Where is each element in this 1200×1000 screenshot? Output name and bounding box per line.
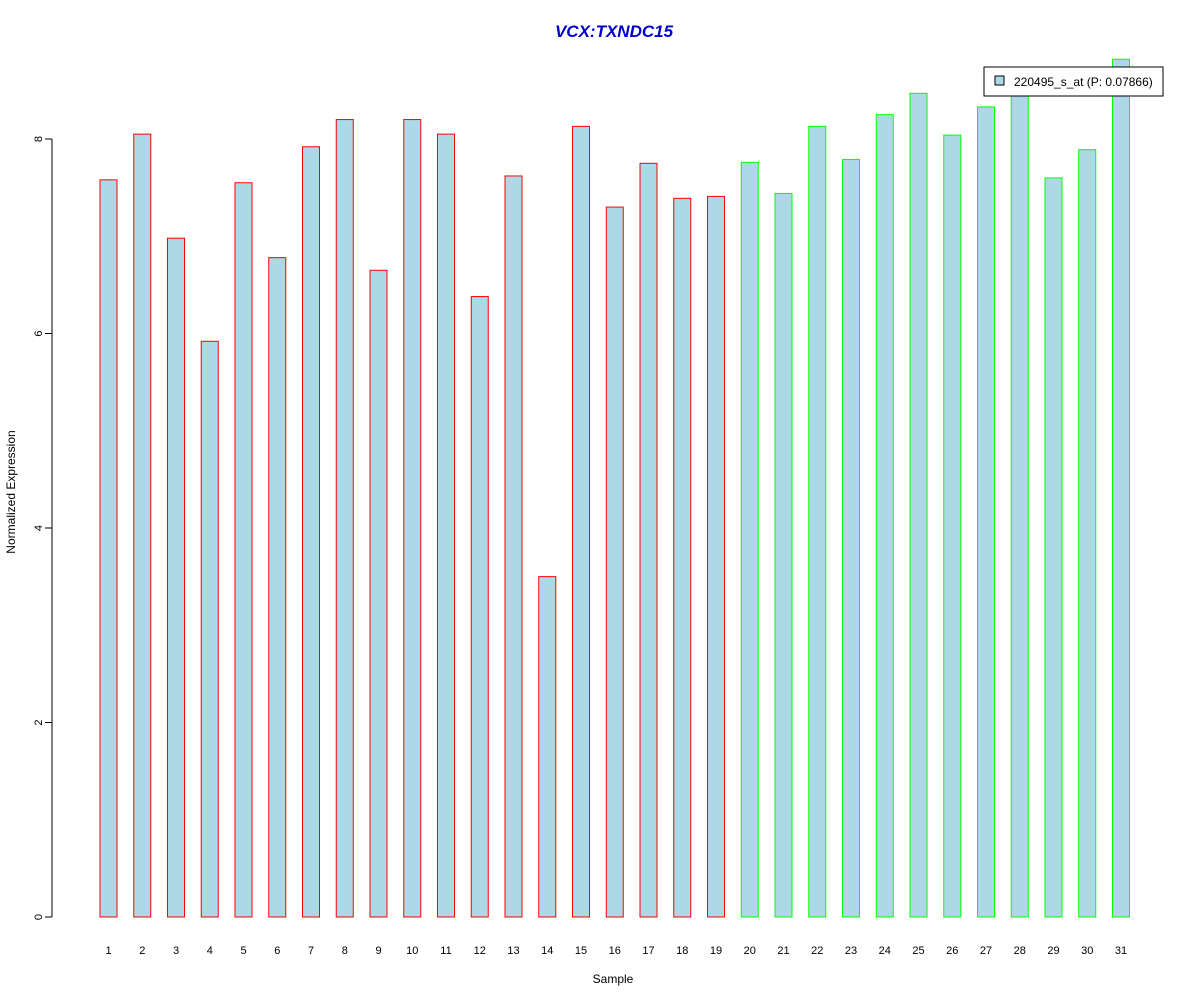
x-axis-tick-label: 7 xyxy=(308,945,314,957)
x-axis-tick-label: 13 xyxy=(507,945,519,957)
x-axis-tick-label: 26 xyxy=(946,945,958,957)
x-axis-tick-label: 16 xyxy=(609,945,621,957)
y-axis-tick-label: 0 xyxy=(33,914,45,920)
x-axis-tick-label: 6 xyxy=(274,945,280,957)
x-axis-tick-label: 9 xyxy=(375,945,381,957)
x-axis-tick-label: 25 xyxy=(912,945,924,957)
x-axis-tick-label: 28 xyxy=(1014,945,1026,957)
bar-sample-15 xyxy=(572,125,590,918)
x-axis-tick-label: 1 xyxy=(105,945,111,957)
x-axis-tick-label: 17 xyxy=(642,945,654,957)
bar-sample-14 xyxy=(538,576,557,918)
bar-sample-3 xyxy=(167,237,185,918)
bar-sample-18 xyxy=(673,197,692,918)
bar-sample-23 xyxy=(842,158,860,918)
y-axis-tick-label: 2 xyxy=(33,719,45,725)
x-axis-tick-label: 19 xyxy=(710,945,722,957)
x-axis-tick-label: 2 xyxy=(139,945,145,957)
legend-box xyxy=(983,66,1164,97)
bar-sample-30 xyxy=(1078,149,1097,918)
bar-sample-1 xyxy=(99,179,118,918)
bar-sample-9 xyxy=(369,269,388,918)
x-axis-tick-label: 15 xyxy=(575,945,587,957)
y-axis-tick-label: 6 xyxy=(33,330,45,336)
x-axis-tick-label: 29 xyxy=(1047,945,1059,957)
y-axis-tick-label: 4 xyxy=(33,525,45,531)
legend: 220495_s_at (P: 0.07866) xyxy=(983,66,1164,97)
x-axis-tick-label: 30 xyxy=(1081,945,1093,957)
bar-sample-10 xyxy=(403,119,422,918)
x-axis-tick-labels: 1 2 3 4 5 6 7 8 9 10 11 12 13 14 15 16 17 18 19 20 21 22 23 24 2… xyxy=(105,945,1127,957)
x-axis-tick-label: 10 xyxy=(406,945,418,957)
bar-sample-17 xyxy=(639,162,658,918)
x-axis-tick-label: 21 xyxy=(777,945,789,957)
x-axis-tick-label: 20 xyxy=(744,945,756,957)
bar-sample-13 xyxy=(504,175,523,918)
bar-sample-24 xyxy=(875,114,894,918)
x-axis-tick-label: 5 xyxy=(240,945,246,957)
bar-sample-25 xyxy=(909,92,928,918)
bar-sample-4 xyxy=(200,340,219,918)
bar-sample-28 xyxy=(1010,87,1029,918)
bar-sample-16 xyxy=(605,206,624,918)
y-axis: 0 2 4 6 8 xyxy=(33,136,53,920)
bar-sample-8 xyxy=(335,119,354,918)
bar-sample-6 xyxy=(268,257,287,918)
x-axis-tick-label: 11 xyxy=(440,945,451,957)
bar-sample-31 xyxy=(1112,58,1130,918)
x-axis-tick-label: 3 xyxy=(173,945,179,957)
bar-sample-19 xyxy=(707,195,725,918)
chart-title: VCX:TXNDC15 xyxy=(555,22,674,41)
y-axis-tick-label: 8 xyxy=(33,136,45,142)
bar-sample-5 xyxy=(234,182,253,918)
x-axis-tick-label: 22 xyxy=(811,945,823,957)
bar-sample-26 xyxy=(943,134,962,918)
bars xyxy=(99,58,1130,918)
bar-sample-7 xyxy=(302,146,320,918)
bar-sample-29 xyxy=(1044,177,1063,918)
y-axis-label: Normalized Expression xyxy=(4,430,18,553)
x-axis-tick-label: 23 xyxy=(845,945,857,957)
bar-sample-22 xyxy=(808,125,827,918)
x-axis-tick-label: 4 xyxy=(207,945,213,957)
x-axis-tick-label: 18 xyxy=(676,945,688,957)
bar-sample-11 xyxy=(437,133,455,918)
bar-sample-2 xyxy=(133,133,152,918)
bar-sample-27 xyxy=(977,106,995,918)
x-axis-tick-label: 27 xyxy=(980,945,992,957)
bar-sample-12 xyxy=(470,296,489,918)
bar-sample-20 xyxy=(740,161,759,918)
bar-sample-21 xyxy=(774,192,793,918)
legend-label: 220495_s_at (P: 0.07866) xyxy=(1014,75,1153,89)
x-axis-tick-label: 12 xyxy=(474,945,486,957)
x-axis-tick-label: 31 xyxy=(1115,945,1127,957)
x-axis-label: Sample xyxy=(593,972,634,986)
legend-swatch xyxy=(994,75,1005,86)
x-axis-tick-label: 8 xyxy=(342,945,348,957)
x-axis-tick-label: 24 xyxy=(879,945,891,957)
x-axis-tick-label: 14 xyxy=(541,945,553,957)
